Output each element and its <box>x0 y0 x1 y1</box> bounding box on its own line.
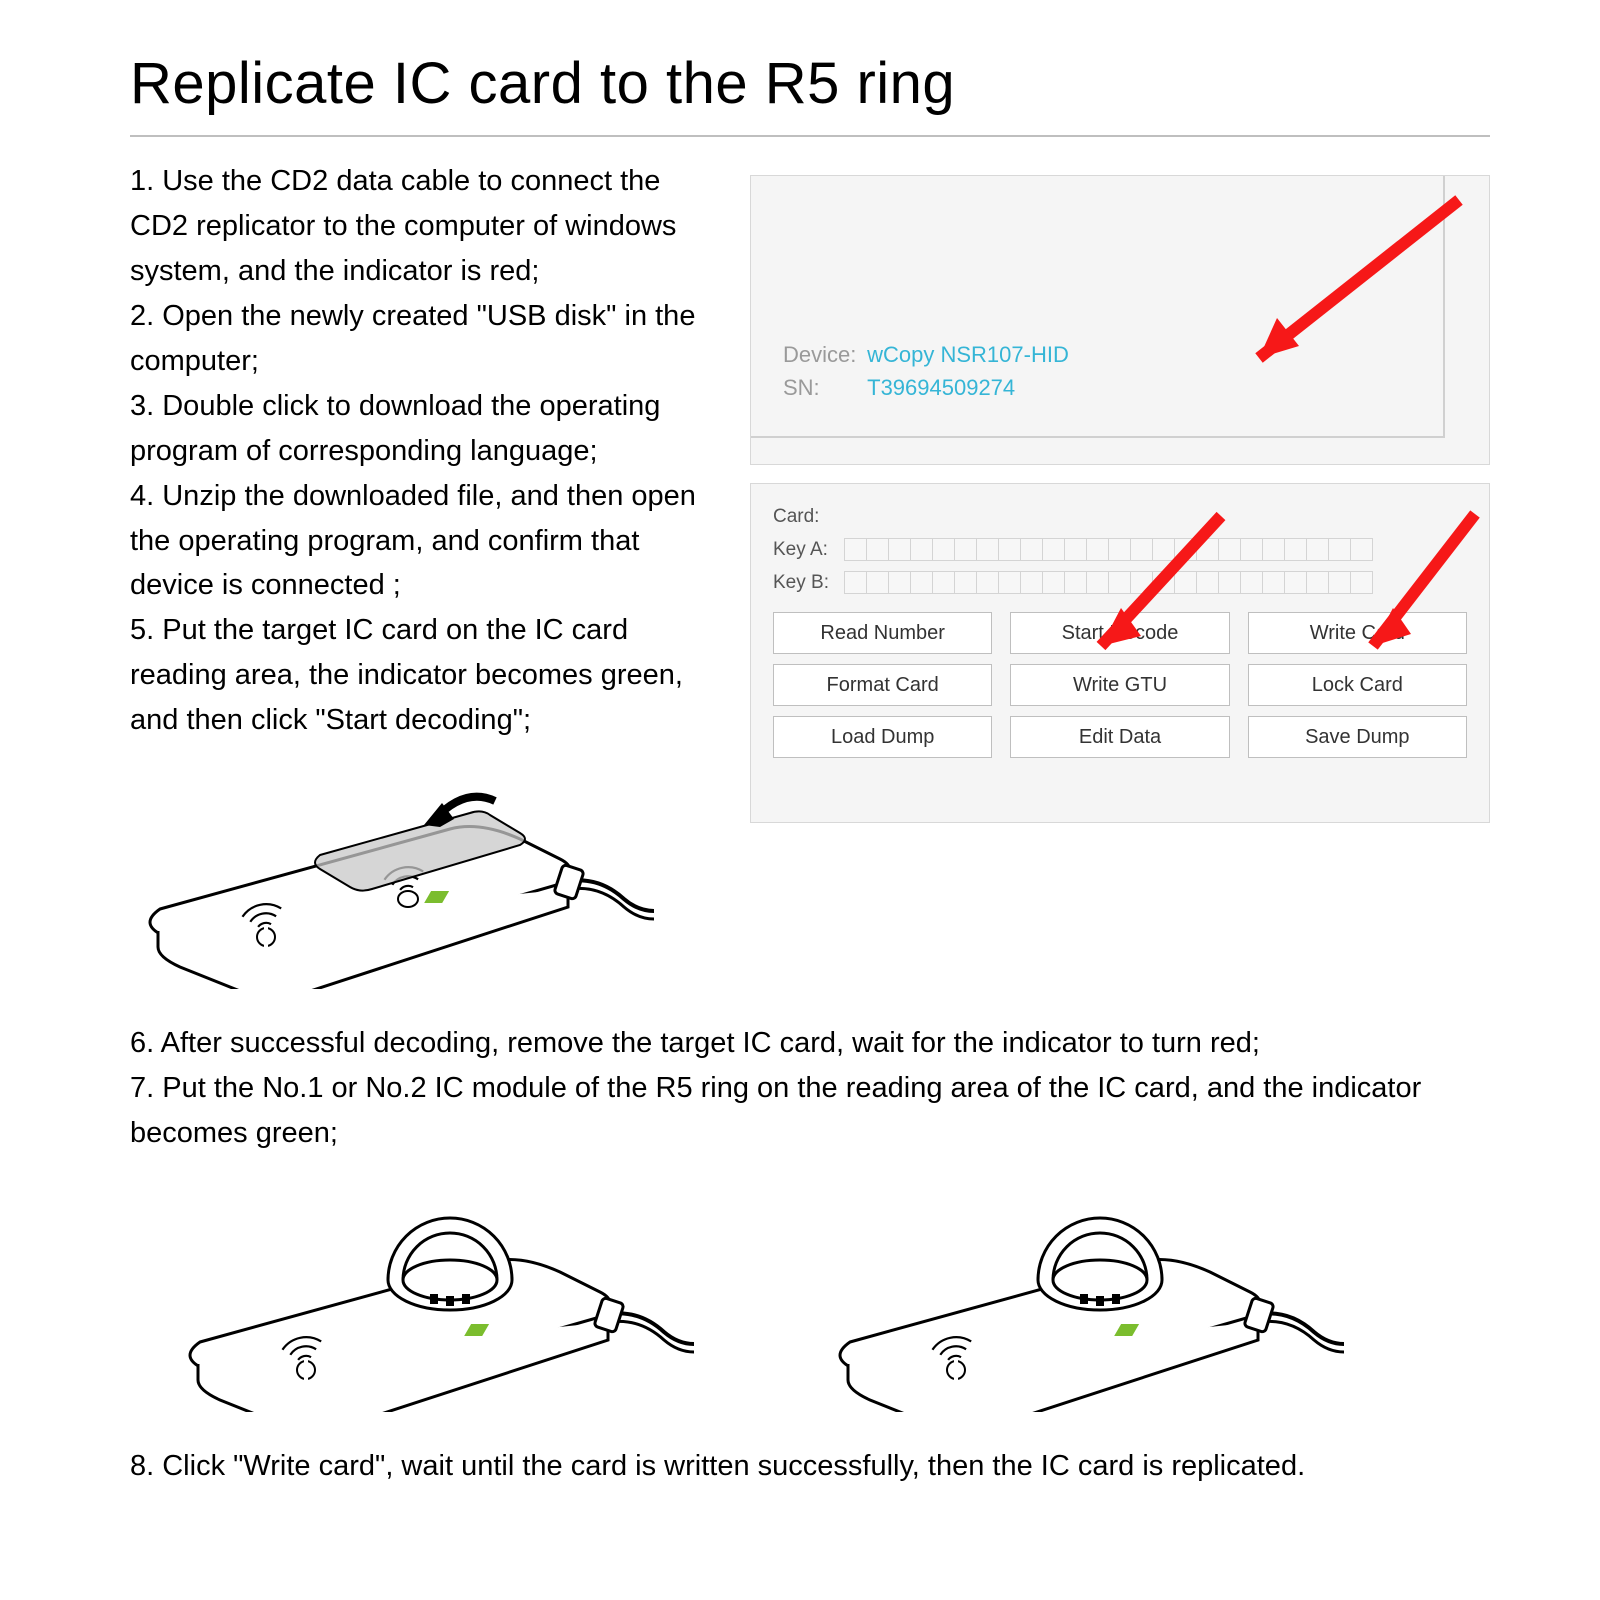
sn-label: SN: <box>783 371 861 404</box>
device-label: Device: <box>783 338 861 371</box>
reader-ring-1 <box>160 1182 700 1412</box>
save-dump-button[interactable]: Save Dump <box>1248 716 1467 758</box>
step-4: 4. Unzip the downloaded file, and then o… <box>130 474 710 609</box>
lock-card-button[interactable]: Lock Card <box>1248 664 1467 706</box>
keyb-label: Key B: <box>773 572 845 594</box>
write-gtu-button[interactable]: Write GTU <box>1010 664 1229 706</box>
device-value: wCopy NSR107-HID <box>867 342 1069 367</box>
step-1: 1. Use the CD2 data cable to connect the… <box>130 159 710 294</box>
reader-with-ring-illustrations <box>160 1182 1490 1412</box>
device-info-panel: Device: wCopy NSR107-HID SN: T3969450927… <box>750 175 1490 465</box>
card-label: Card: <box>773 506 845 528</box>
keya-label: Key A: <box>773 539 845 561</box>
step-5: 5. Put the target IC card on the IC card… <box>130 608 710 743</box>
format-card-button[interactable]: Format Card <box>773 664 992 706</box>
page-title: Replicate IC card to the R5 ring <box>130 50 1490 137</box>
start-decode-button[interactable]: Start Decode <box>1010 612 1229 654</box>
steps-6-7: 6. After successful decoding, remove the… <box>130 1021 1490 1156</box>
arrow-to-device-icon <box>1199 186 1479 396</box>
reader-with-card-illustration <box>120 769 710 989</box>
read-number-button[interactable]: Read Number <box>773 612 992 654</box>
step-7: 7. Put the No.1 or No.2 IC module of the… <box>130 1066 1490 1156</box>
keyb-hex-input[interactable] <box>845 571 1373 594</box>
write-card-button[interactable]: Write Card <box>1248 612 1467 654</box>
keya-hex-input[interactable] <box>845 538 1373 561</box>
steps-1-5: 1. Use the CD2 data cable to connect the… <box>130 159 710 989</box>
card-operations-panel: Card: Key A: Key B: Read Number Start Dec… <box>750 483 1490 823</box>
step-8: 8. Click "Write card", wait until the ca… <box>130 1444 1490 1489</box>
load-dump-button[interactable]: Load Dump <box>773 716 992 758</box>
sn-value: T39694509274 <box>867 375 1015 400</box>
step-3: 3. Double click to download the operatin… <box>130 384 710 474</box>
reader-ring-2 <box>810 1182 1350 1412</box>
step-2: 2. Open the newly created "USB disk" in … <box>130 294 710 384</box>
step-6: 6. After successful decoding, remove the… <box>130 1021 1490 1066</box>
edit-data-button[interactable]: Edit Data <box>1010 716 1229 758</box>
